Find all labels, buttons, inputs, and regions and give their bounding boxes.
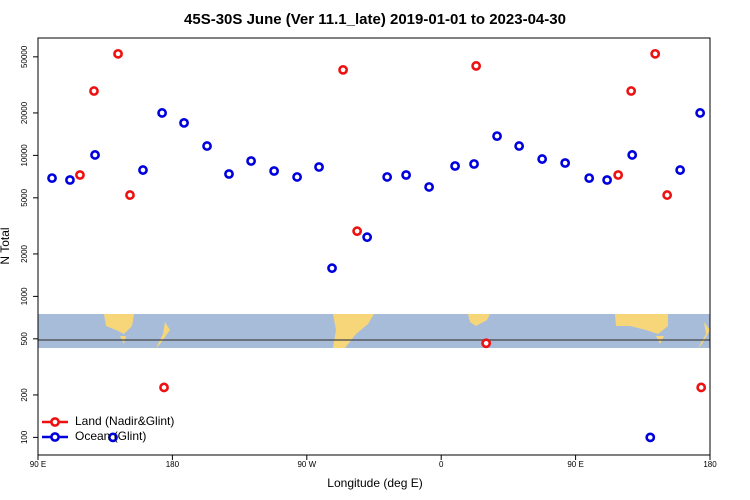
plot-frame — [37, 37, 711, 456]
x-tick-label: 90 W — [297, 460, 316, 469]
point — [65, 175, 75, 185]
point — [450, 161, 460, 171]
point — [327, 263, 337, 274]
point — [246, 156, 256, 166]
point — [157, 108, 167, 118]
point — [269, 166, 279, 176]
legend-label: Ocean (Glint) — [75, 429, 146, 443]
point — [125, 190, 135, 200]
x-axis-label: Longitude (deg E) — [327, 476, 422, 490]
point — [695, 108, 706, 118]
point — [401, 170, 412, 180]
point — [362, 232, 373, 243]
point — [481, 338, 492, 349]
point — [424, 182, 435, 192]
point — [584, 173, 595, 184]
point — [224, 169, 234, 179]
point — [108, 432, 118, 443]
point — [627, 150, 638, 160]
point — [338, 64, 348, 75]
point — [89, 86, 99, 96]
x-tick-label: 180 — [703, 460, 717, 469]
legend-marker — [50, 417, 60, 427]
point — [292, 172, 302, 182]
point — [382, 172, 393, 182]
point — [645, 432, 656, 443]
x-tick-label: 90 E — [567, 460, 583, 469]
x-tick-label: 90 E — [30, 460, 46, 469]
point — [560, 158, 571, 168]
point — [113, 48, 123, 59]
point — [626, 86, 637, 96]
y-tick-label: 50000 — [20, 45, 29, 68]
point — [90, 150, 100, 160]
point — [202, 141, 212, 151]
chart-title: 45S-30S June (Ver 11.1_late) 2019-01-01 … — [184, 11, 566, 28]
point — [650, 48, 661, 59]
point — [469, 159, 479, 169]
legend-marker — [50, 432, 60, 442]
y-tick-label: 1000 — [20, 287, 29, 305]
map-strip — [38, 314, 710, 348]
point — [352, 226, 363, 237]
y-axis-label: N Total — [0, 227, 12, 264]
point — [537, 154, 548, 164]
point — [602, 175, 613, 185]
point — [138, 165, 148, 175]
y-tick-label: 5000 — [20, 188, 29, 206]
point — [471, 61, 482, 71]
x-tick-label: 180 — [166, 460, 180, 469]
point — [47, 173, 57, 184]
y-tick-label: 100 — [20, 430, 29, 444]
point — [492, 131, 502, 142]
legend-label: Land (Nadir&Glint) — [75, 414, 174, 428]
point — [159, 382, 169, 393]
point — [696, 382, 707, 393]
y-tick-label: 20000 — [20, 101, 29, 124]
point — [179, 117, 189, 128]
y-tick-label: 2000 — [20, 244, 29, 262]
y-tick-label: 200 — [20, 388, 29, 402]
point — [662, 190, 673, 200]
point — [514, 141, 525, 151]
point — [314, 162, 324, 172]
x-tick-label: 0 — [439, 460, 444, 469]
point — [613, 170, 624, 180]
point — [675, 165, 686, 175]
y-tick-label: 10000 — [20, 144, 29, 167]
y-tick-label: 500 — [20, 332, 29, 346]
point — [75, 170, 85, 180]
